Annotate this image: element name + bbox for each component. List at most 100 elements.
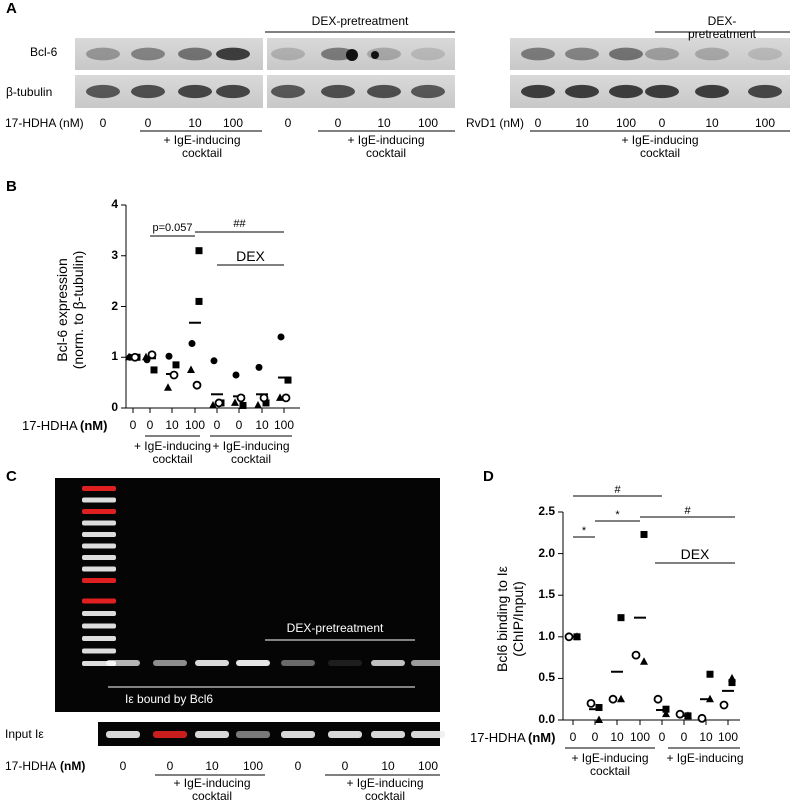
x-axis-title: 17-HDHA <box>22 418 78 433</box>
lane-label: 10 <box>381 759 395 773</box>
bcl6-blot <box>267 38 455 70</box>
data-point <box>254 400 262 409</box>
input-label: Input Iε <box>5 727 44 741</box>
blot-band <box>645 47 679 61</box>
ladder-band <box>82 555 116 560</box>
annotation: p=0.057 <box>152 222 193 234</box>
data-point <box>631 650 641 660</box>
blot-band <box>695 47 729 61</box>
x-tick-label: 0 <box>235 418 243 432</box>
band-label: Bcl-6 <box>30 45 58 59</box>
data-point <box>147 350 157 360</box>
y-tick-label: 0.5 <box>538 670 555 685</box>
annotation: # <box>684 505 691 517</box>
lane-label: 0 <box>334 116 342 130</box>
data-point <box>277 333 285 341</box>
annotation: # <box>614 484 621 496</box>
lane-label: 100 <box>242 759 264 773</box>
x-axis-unit: (nM) <box>80 418 108 433</box>
y-axis-label: Bcl-6 expression (norm. to β-tubulin) <box>54 250 86 369</box>
y-tick-label: 1.0 <box>538 628 555 643</box>
input-band <box>411 731 445 738</box>
blot-band <box>216 84 250 99</box>
gel-band <box>411 660 445 666</box>
ladder-band <box>82 520 116 526</box>
x-tick-label: 10 <box>610 730 624 744</box>
x-tick-label: 0 <box>146 418 154 432</box>
blot-band <box>565 47 599 61</box>
blot-band <box>645 84 679 99</box>
x-tick-label: 100 <box>184 418 206 432</box>
blot-spot <box>371 51 379 59</box>
bcl6-blot <box>510 38 790 70</box>
group-label: + IgE-inducing cocktail <box>347 133 425 160</box>
blot-band <box>178 84 212 99</box>
blot-band <box>271 47 305 61</box>
data-point <box>255 363 263 371</box>
blot-band <box>521 47 555 61</box>
data-point <box>239 401 247 409</box>
blot-band <box>86 47 120 61</box>
data-point <box>169 370 179 380</box>
data-point <box>706 670 714 678</box>
lane-label: 0 <box>294 759 302 773</box>
treatment-label: DEX-pretreatment <box>687 14 757 41</box>
data-point <box>684 711 692 719</box>
y-tick-label: 3 <box>111 247 118 262</box>
data-point <box>640 657 648 665</box>
y-tick-label: 2 <box>111 298 118 313</box>
data-point <box>130 352 140 362</box>
group-label: + IgE-inducing cocktail <box>163 133 241 160</box>
lane-label: 10 <box>205 759 219 773</box>
group-label: + IgE-inducing <box>666 751 744 765</box>
lane-label: 10 <box>575 116 589 130</box>
group-label: + IgE-inducing cocktail <box>571 751 649 778</box>
x-tick-label: 10 <box>699 730 713 744</box>
blot-band <box>748 84 782 99</box>
gel <box>55 478 440 712</box>
blot-band <box>178 47 212 61</box>
data-point <box>210 357 218 365</box>
annotation: DEX <box>236 248 265 264</box>
input-band <box>195 731 229 738</box>
data-point <box>214 398 224 408</box>
panel-label: B <box>6 178 17 195</box>
blot-band <box>695 84 729 99</box>
dose-unit: (nM) <box>60 759 86 773</box>
data-point <box>262 399 270 407</box>
x-tick-label: 0 <box>129 418 137 432</box>
data-point <box>150 366 158 374</box>
data-point <box>675 709 685 719</box>
data-point <box>662 705 670 713</box>
panel-label: C <box>6 468 17 485</box>
data-point <box>653 694 663 704</box>
x-tick-label: 10 <box>255 418 269 432</box>
group-label: + IgE-inducing cocktail <box>133 439 212 466</box>
data-point <box>586 698 596 708</box>
data-point <box>165 352 173 360</box>
gel-band <box>281 660 315 666</box>
input-band <box>153 731 187 738</box>
x-tick-label: 0 <box>591 730 599 744</box>
y-tick-label: 1 <box>111 349 118 364</box>
group-label: + IgE-inducing cocktail <box>212 439 290 466</box>
lane-label: 0 <box>166 759 174 773</box>
x-axis-title: 17-HDHA <box>470 730 526 745</box>
x-tick-label: 100 <box>717 730 739 744</box>
y-tick-label: 1.5 <box>538 587 555 602</box>
y-tick-label: 4 <box>111 197 118 211</box>
ladder-band <box>82 566 116 572</box>
data-point <box>640 530 648 538</box>
blot-spot <box>346 49 358 61</box>
data-point <box>259 393 269 403</box>
data-point <box>706 694 714 703</box>
y-tick-label: 0.0 <box>538 712 555 726</box>
group-label: + IgE-inducing cocktail <box>173 776 251 803</box>
gel-label: Iε bound by Bcl6 <box>125 692 214 706</box>
gel-band <box>106 660 140 666</box>
data-point <box>728 679 736 687</box>
data-point <box>595 704 603 712</box>
lane-label: 0 <box>284 116 292 130</box>
annotation: DEX <box>680 546 710 562</box>
